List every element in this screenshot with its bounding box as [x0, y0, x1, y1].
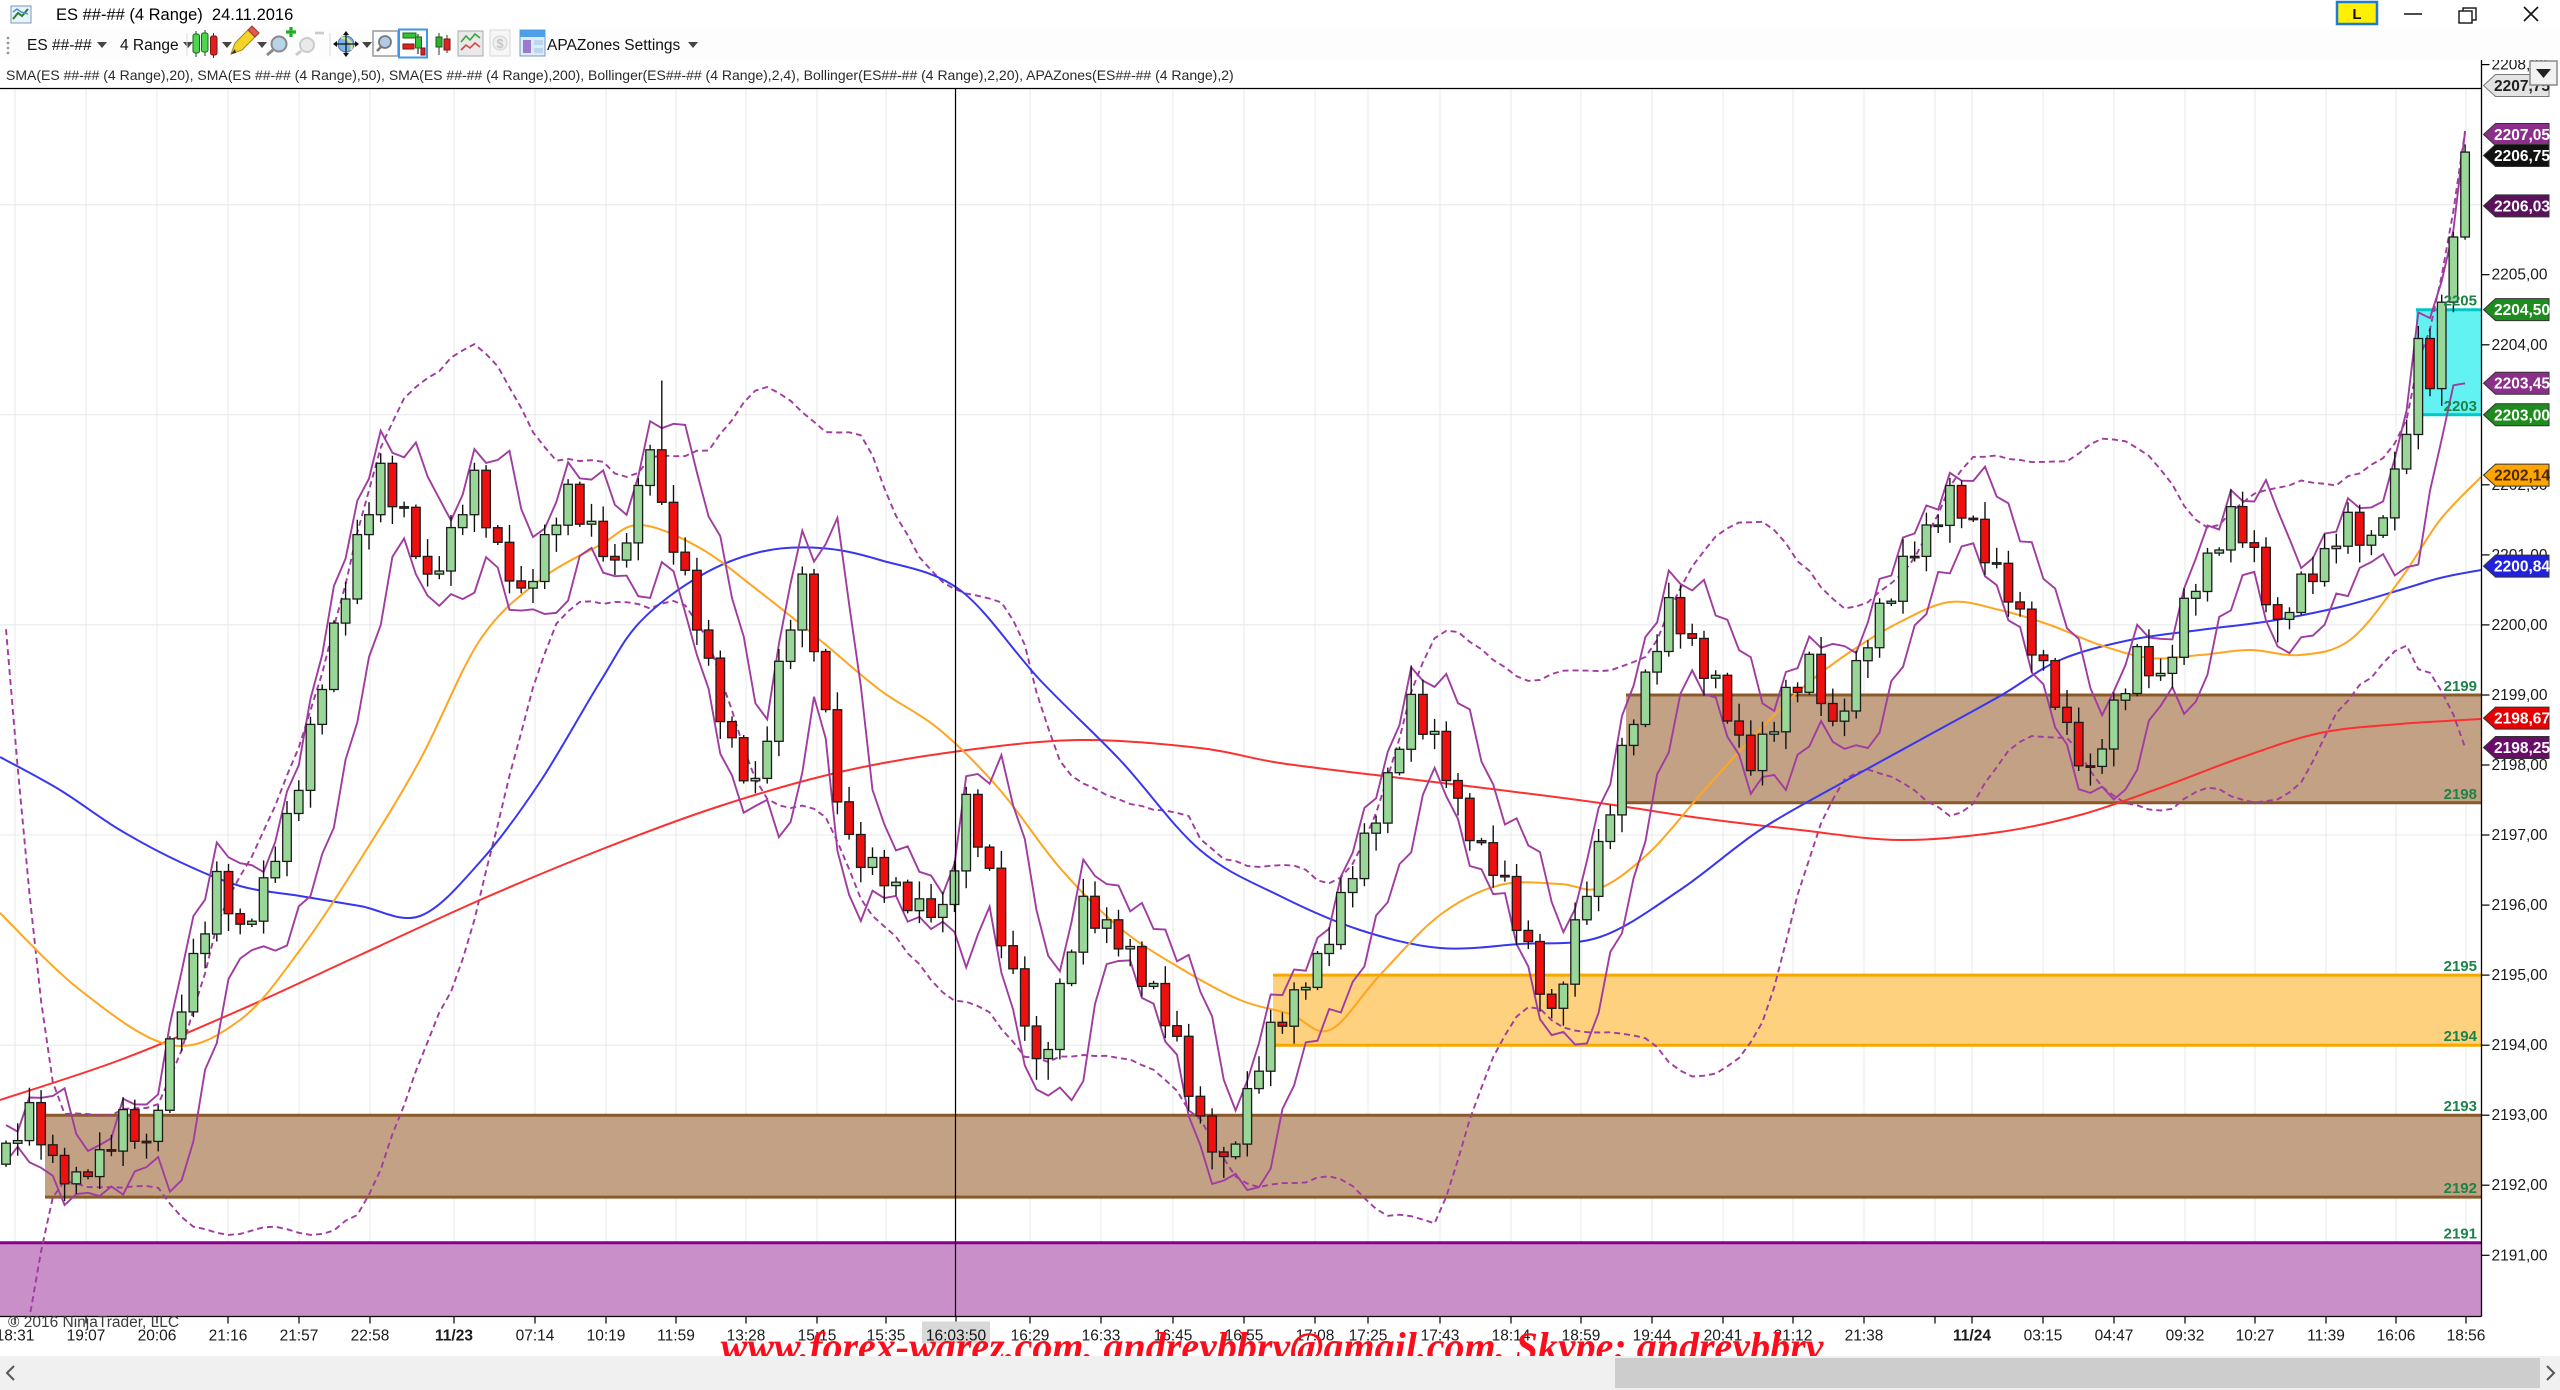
svg-text:2200,00: 2200,00	[2492, 617, 2548, 634]
svg-text:10:19: 10:19	[587, 1328, 626, 1345]
svg-text:2191: 2191	[2444, 1226, 2477, 1243]
svg-text:2198,00: 2198,00	[2492, 757, 2548, 774]
svg-text:2194,00: 2194,00	[2492, 1037, 2548, 1054]
svg-text:$: $	[496, 36, 504, 51]
svg-text:2198,25: 2198,25	[2494, 740, 2550, 757]
svg-text:2199,00: 2199,00	[2492, 687, 2548, 704]
svg-text:18:56: 18:56	[2447, 1328, 2486, 1345]
svg-text:10:27: 10:27	[2236, 1328, 2275, 1345]
svg-text:21:57: 21:57	[280, 1328, 319, 1345]
svg-text:2198,67: 2198,67	[2494, 711, 2550, 728]
svg-text:2202,14: 2202,14	[2494, 468, 2550, 485]
svg-text:ES ##-## (4 Range) 24.11.2016: ES ##-## (4 Range) 24.11.2016	[56, 6, 293, 24]
svg-text:18:14: 18:14	[1492, 1328, 1531, 1345]
svg-text:2205: 2205	[2444, 293, 2477, 310]
svg-text:2191,00: 2191,00	[2492, 1247, 2548, 1264]
svg-text:11/24: 11/24	[1953, 1328, 1991, 1345]
svg-text:2205,00: 2205,00	[2492, 267, 2548, 284]
svg-text:L: L	[2352, 6, 2361, 23]
svg-text:2198: 2198	[2444, 786, 2477, 803]
svg-text:21:12: 21:12	[1774, 1328, 1813, 1345]
svg-text:2203: 2203	[2444, 398, 2477, 415]
svg-text:2196,00: 2196,00	[2492, 897, 2548, 914]
svg-text:15:15: 15:15	[798, 1328, 837, 1345]
svg-text:16:03:50: 16:03:50	[926, 1328, 987, 1345]
svg-text:16:06: 16:06	[2377, 1328, 2416, 1345]
svg-text:2203,45: 2203,45	[2494, 376, 2550, 393]
svg-text:2193,00: 2193,00	[2492, 1107, 2548, 1124]
svg-text:16:45: 16:45	[1154, 1328, 1193, 1345]
svg-text:2192,00: 2192,00	[2492, 1177, 2548, 1194]
svg-text:2194: 2194	[2444, 1028, 2478, 1045]
svg-text:09:32: 09:32	[2166, 1328, 2205, 1345]
svg-text:APAZones Settings: APAZones Settings	[547, 37, 681, 54]
svg-text:11:59: 11:59	[657, 1328, 695, 1345]
svg-text:21:38: 21:38	[1845, 1328, 1884, 1345]
svg-text:4 Range: 4 Range	[120, 37, 179, 54]
svg-text:18:59: 18:59	[1562, 1328, 1601, 1345]
svg-text:07:14: 07:14	[516, 1328, 555, 1345]
svg-text:11:39: 11:39	[2307, 1328, 2345, 1345]
svg-text:17:08: 17:08	[1296, 1328, 1335, 1345]
svg-text:2200,84: 2200,84	[2494, 559, 2550, 576]
svg-text:16:29: 16:29	[1011, 1328, 1050, 1345]
svg-text:15:35: 15:35	[867, 1328, 906, 1345]
svg-text:2197,00: 2197,00	[2492, 827, 2548, 844]
svg-text:20:41: 20:41	[1704, 1328, 1743, 1345]
svg-text:2193: 2193	[2444, 1098, 2477, 1115]
svg-text:2206,75: 2206,75	[2494, 148, 2550, 165]
svg-text:16:55: 16:55	[1225, 1328, 1264, 1345]
svg-text:2195,00: 2195,00	[2492, 967, 2548, 984]
svg-text:18:31: 18:31	[0, 1328, 34, 1345]
svg-text:03:15: 03:15	[2024, 1328, 2063, 1345]
svg-text:2207,05: 2207,05	[2494, 127, 2550, 144]
svg-text:04:47: 04:47	[2095, 1328, 2134, 1345]
svg-text:2204,00: 2204,00	[2492, 337, 2548, 354]
svg-text:2199: 2199	[2444, 678, 2477, 695]
svg-text:2206,03: 2206,03	[2494, 198, 2550, 215]
svg-text:19:44: 19:44	[1633, 1328, 1672, 1345]
svg-text:© 2016 NinjaTrader, LLC: © 2016 NinjaTrader, LLC	[8, 1314, 179, 1331]
svg-text:20:06: 20:06	[138, 1328, 177, 1345]
svg-text:16:33: 16:33	[1082, 1328, 1121, 1345]
svg-text:2195: 2195	[2444, 958, 2477, 975]
svg-text:22:58: 22:58	[351, 1328, 390, 1345]
svg-text:2204,50: 2204,50	[2494, 302, 2550, 319]
svg-text:SMA(ES ##-## (4 Range),20), SM: SMA(ES ##-## (4 Range),20), SMA(ES ##-##…	[6, 67, 1234, 83]
svg-text:19:07: 19:07	[67, 1328, 106, 1345]
svg-text:17:43: 17:43	[1421, 1328, 1460, 1345]
svg-text:11/23: 11/23	[435, 1328, 473, 1345]
svg-text:17:25: 17:25	[1349, 1328, 1388, 1345]
svg-text:ES ##-##: ES ##-##	[27, 37, 92, 54]
svg-text:21:16: 21:16	[209, 1328, 248, 1345]
svg-text:13:28: 13:28	[727, 1328, 766, 1345]
svg-text:2192: 2192	[2444, 1180, 2477, 1197]
svg-text:2203,00: 2203,00	[2494, 407, 2550, 424]
